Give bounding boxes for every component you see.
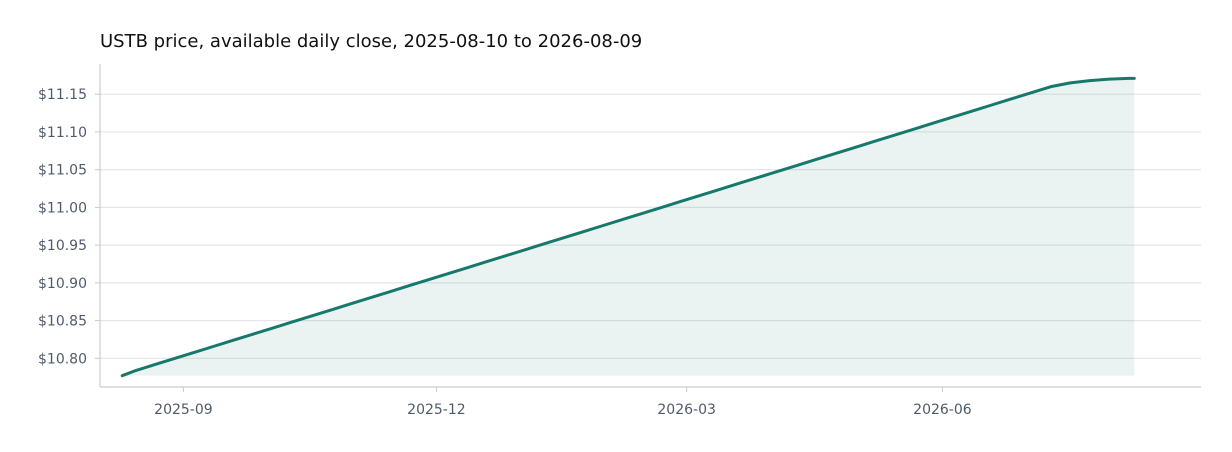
x-tick-label: 2026-03: [657, 402, 716, 418]
y-tick-label: $10.80: [38, 351, 87, 367]
y-tick-label: $11.05: [38, 163, 87, 179]
y-axis-ticks: $10.80 $10.85 $10.90 $10.95 $11.00 $11.05 $11.…: [38, 87, 100, 367]
y-tick-label: $11.15: [38, 87, 87, 103]
gridlines: [100, 93, 1201, 359]
y-tick-label: $10.90: [38, 276, 87, 292]
axes: [99, 64, 1201, 388]
x-tick-label: 2026-06: [913, 402, 972, 418]
x-axis-ticks: 2025-09 2025-12 2026-03 2026-06: [154, 387, 972, 418]
y-tick-label: $10.85: [38, 314, 87, 330]
y-tick-label: $11.10: [38, 125, 87, 141]
plot-area: [120, 76, 1136, 378]
y-tick-label: $11.00: [38, 200, 87, 216]
x-tick-label: 2025-09: [154, 402, 213, 418]
price-area-fill: [122, 78, 1135, 376]
chart-title: USTB price, available daily close, 2025-…: [100, 31, 642, 52]
price-series-line: [120, 76, 1136, 378]
y-tick-label: $10.95: [38, 238, 87, 254]
x-tick-label: 2025-12: [407, 402, 466, 418]
